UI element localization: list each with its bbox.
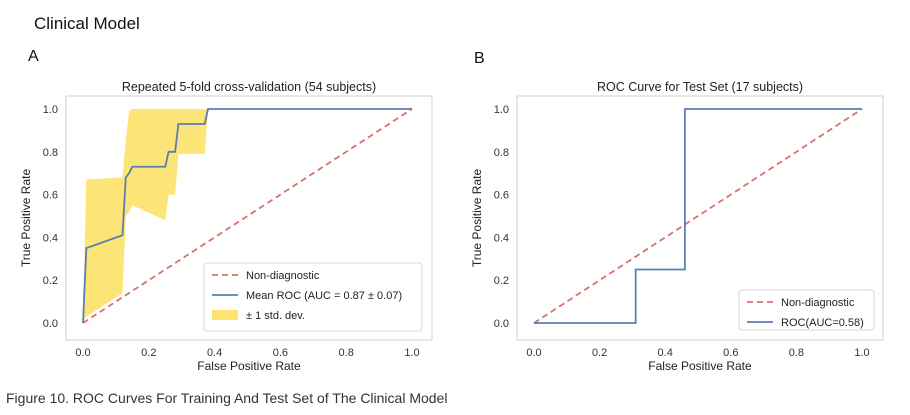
chart1-x-tick-2: 0.4 [207, 347, 222, 359]
figure-heading: Clinical Model [34, 14, 140, 33]
figure-caption: Figure 10. ROC Curves For Training And T… [6, 390, 448, 406]
chart1-x-tick-0: 0.0 [75, 347, 90, 359]
chart1-x-tick-1: 0.2 [141, 347, 156, 359]
chart2-roc-line [534, 108, 862, 324]
chart2-legend-label-1: ROC(AUC=0.58) [781, 317, 864, 329]
chart1-diagonal-line [82, 108, 413, 324]
chart1-legend-swatch-band [212, 310, 238, 320]
chart2-diagonal-line [533, 108, 863, 324]
chart1-y-tick-0: 0.0 [43, 318, 58, 330]
chart1-legend-label-band: ± 1 std. dev. [246, 310, 305, 322]
chart2-x-tick-1: 0.2 [592, 347, 607, 359]
chart1-roc-line [82, 108, 412, 324]
chart1-y-label: True Positive Rate [19, 169, 33, 268]
chart1-x-tick-5: 1.0 [404, 347, 419, 359]
chart2-y-tick-3: 0.6 [494, 190, 509, 202]
chart2-x-label: False Positive Rate [648, 359, 752, 373]
chart1-legend-label-0: Non-diagnostic [246, 270, 320, 282]
chart2-x-tick-5: 1.0 [854, 347, 869, 359]
chart2-y-tick-2: 0.4 [494, 232, 509, 244]
chart1-y-tick-5: 1.0 [43, 104, 58, 116]
chart2-legend-box [738, 289, 875, 331]
chart1-x-tick-4: 0.8 [339, 347, 354, 359]
chart2-y-tick-1: 0.2 [494, 275, 509, 287]
chart2-title: ROC Curve for Test Set (17 subjects) [597, 80, 803, 94]
chart2-x-tick-0: 0.0 [526, 347, 541, 359]
chart1-y-tick-1: 0.2 [43, 275, 58, 287]
chart1-y-tick-3: 0.6 [43, 190, 58, 202]
chart2-x-tick-3: 0.6 [723, 347, 738, 359]
panel-label-b: B [474, 50, 485, 67]
chart1-x-label: False Positive Rate [197, 359, 301, 373]
chart2-y-tick-4: 0.8 [494, 147, 509, 159]
chart1-y-tick-4: 0.8 [43, 147, 58, 159]
chart2-x-tick-4: 0.8 [789, 347, 804, 359]
chart2-y-label: True Positive Rate [470, 169, 484, 268]
chart1-legend-label-1: Mean ROC (AUC = 0.87 ± 0.07) [246, 290, 402, 302]
chart1-title: Repeated 5-fold cross-validation (54 sub… [122, 80, 376, 94]
panel-label-a: A [28, 48, 39, 65]
chart2-y-tick-5: 1.0 [494, 104, 509, 116]
chart2-x-tick-2: 0.4 [658, 347, 673, 359]
chart1-std-band [83, 109, 412, 323]
chart1-y-tick-2: 0.4 [43, 232, 58, 244]
chart1-legend-box [203, 262, 423, 332]
chart2-legend-label-0: Non-diagnostic [781, 297, 855, 309]
chart1-x-tick-3: 0.6 [273, 347, 288, 359]
chart2-y-tick-0: 0.0 [494, 318, 509, 330]
